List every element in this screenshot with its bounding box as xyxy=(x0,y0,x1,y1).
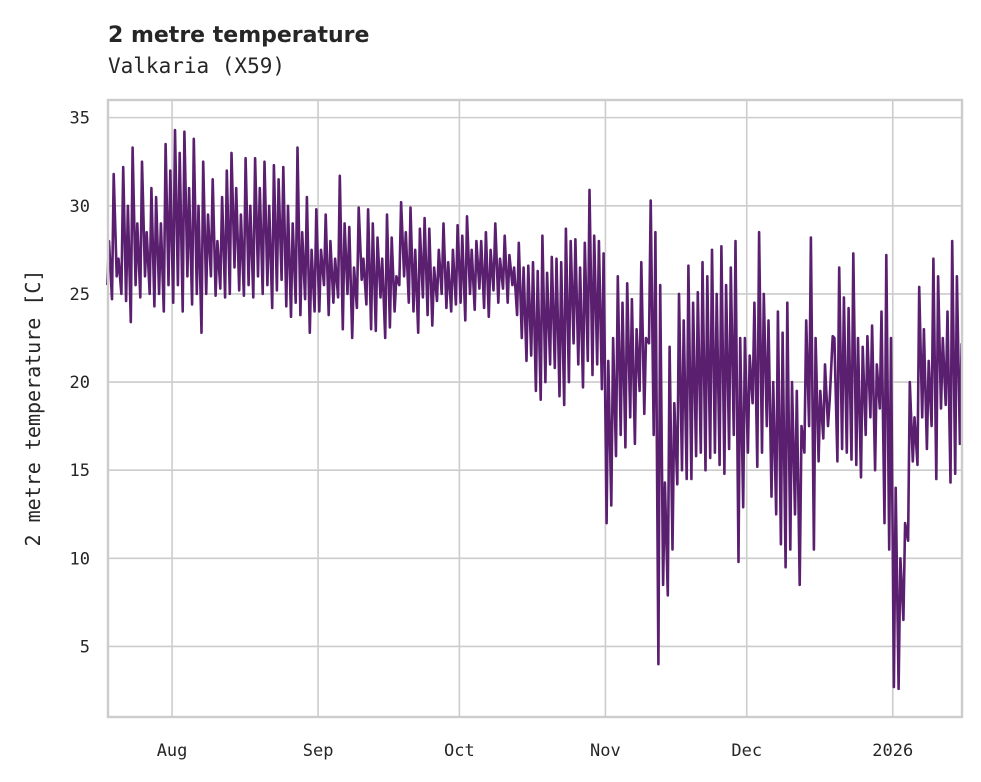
chart-subtitle: Valkaria (X59) xyxy=(108,54,285,78)
y-axis-ticks: 5 10 15 20 25 30 35 xyxy=(70,109,90,658)
y-tick-label: 25 xyxy=(70,285,90,305)
plot-frame xyxy=(106,98,964,719)
x-tick-label: Nov xyxy=(590,741,621,761)
y-tick-label: 10 xyxy=(70,549,90,569)
y-tick-label: 15 xyxy=(70,461,90,481)
x-axis-ticks: Aug Sep Oct Nov Dec 2026 xyxy=(157,741,914,761)
y-tick-label: 35 xyxy=(70,109,90,129)
x-tick-label: Sep xyxy=(303,741,334,761)
y-tick-label: 30 xyxy=(70,197,90,217)
y-axis-label: 2 metre temperature [C] xyxy=(21,270,45,547)
x-tick-label: Oct xyxy=(444,741,475,761)
y-tick-label: 5 xyxy=(80,637,90,657)
chart-title: 2 metre temperature xyxy=(108,23,369,48)
y-tick-label: 20 xyxy=(70,373,90,393)
x-tick-label: Dec xyxy=(731,741,762,761)
x-tick-label: Aug xyxy=(157,741,188,761)
temperature-series-line xyxy=(106,128,963,691)
x-tick-label: 2026 xyxy=(872,741,913,761)
